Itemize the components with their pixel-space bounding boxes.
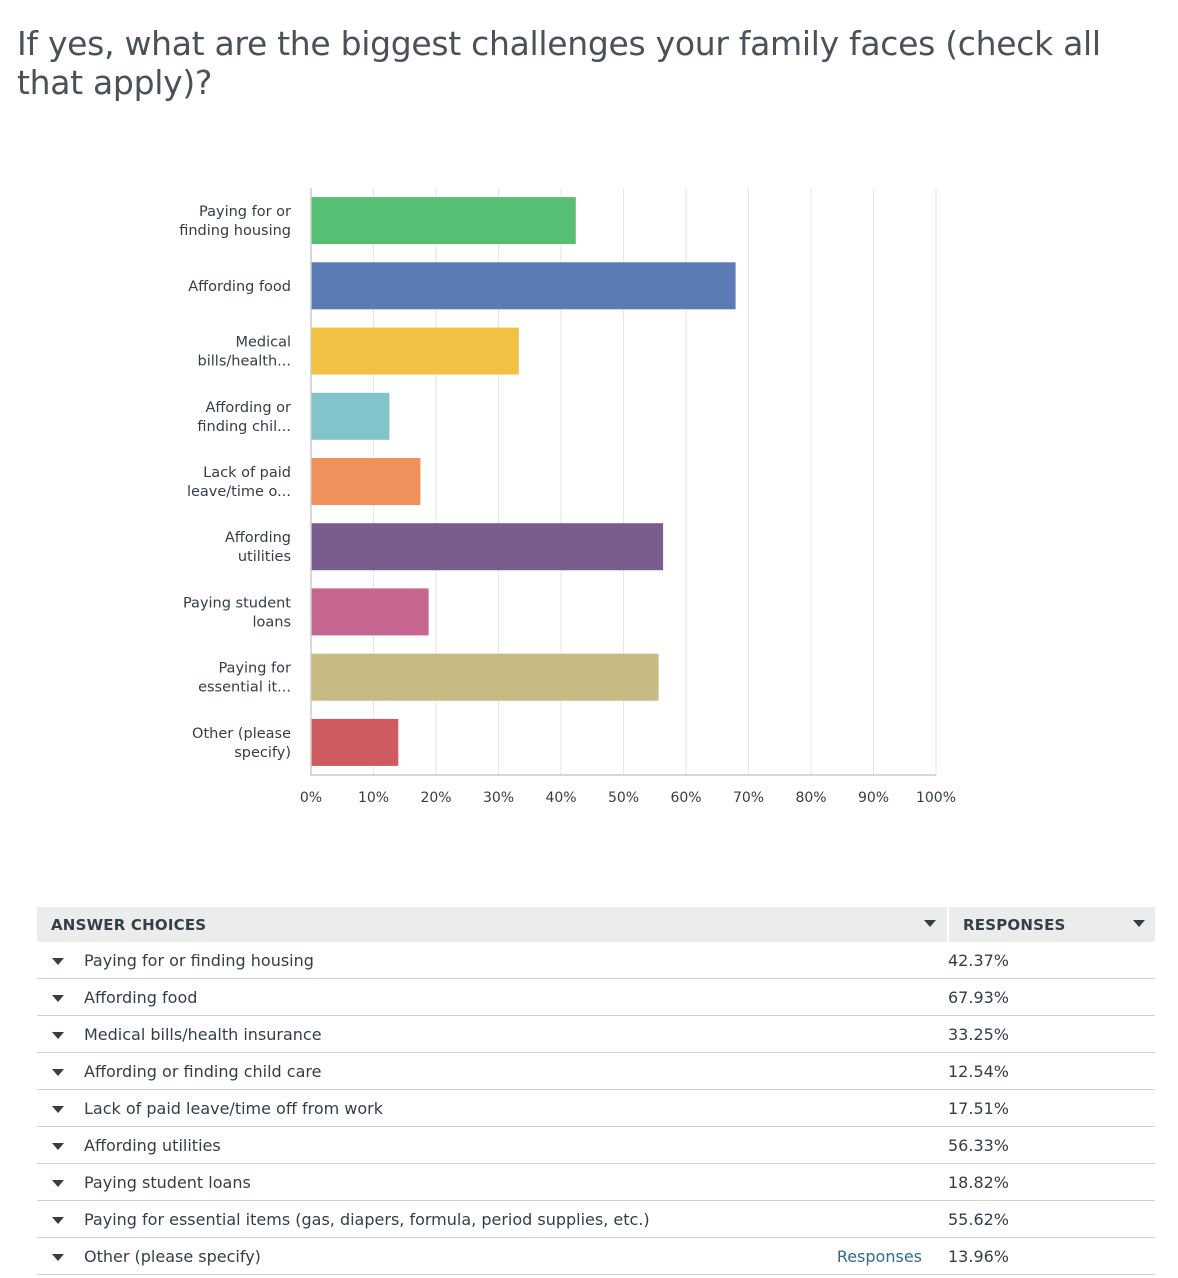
table-row: Medical bills/health insurance 33.25% xyxy=(37,1015,1155,1053)
x-tick-label: 20% xyxy=(420,790,451,806)
table-row: Paying for or finding housing 42.37% xyxy=(37,942,1155,979)
expand-caret-icon[interactable] xyxy=(52,1032,64,1039)
expand-caret-icon[interactable] xyxy=(52,995,64,1002)
response-percent: 42.37% xyxy=(948,942,1155,979)
response-percent: 18.82% xyxy=(948,1163,1155,1201)
category-label: specify) xyxy=(234,745,291,761)
answer-choice-label: Paying for essential items (gas, diapers… xyxy=(84,1210,650,1229)
category-label: Affording food xyxy=(188,279,291,295)
table-header-row: ANSWER CHOICES RESPONSES xyxy=(37,907,1155,942)
answer-choice-cell: Affording or finding child care xyxy=(37,1052,948,1090)
bar xyxy=(311,653,659,701)
answer-choice-label: Affording or finding child care xyxy=(84,1062,322,1081)
bar xyxy=(311,197,576,245)
answer-choice-cell: Affording utilities xyxy=(37,1126,948,1164)
answer-choice-cell: Medical bills/health insurance xyxy=(37,1015,948,1053)
expand-caret-icon[interactable] xyxy=(52,1217,64,1224)
response-percent: 13.96% xyxy=(948,1237,1155,1275)
table-row: Affording or finding child care 12.54% xyxy=(37,1052,1155,1090)
expand-caret-icon[interactable] xyxy=(52,1106,64,1113)
answer-table: ANSWER CHOICES RESPONSES Paying for or f… xyxy=(37,907,1155,1275)
x-tick-label: 0% xyxy=(300,790,322,806)
answer-choice-label: Medical bills/health insurance xyxy=(84,1025,322,1044)
answer-choice-label: Other (please specify) xyxy=(84,1247,261,1266)
response-percent: 33.25% xyxy=(948,1015,1155,1053)
responses-header[interactable]: RESPONSES xyxy=(947,907,1155,942)
category-label: leave/time o... xyxy=(187,484,291,500)
expand-caret-icon[interactable] xyxy=(52,1180,64,1187)
bar xyxy=(311,458,421,505)
table-row: Paying student loans 18.82% xyxy=(37,1163,1155,1201)
table-row: Paying for essential items (gas, diapers… xyxy=(37,1200,1155,1238)
answer-choice-cell: Paying student loans xyxy=(37,1163,948,1201)
answer-choices-header[interactable]: ANSWER CHOICES xyxy=(37,907,948,942)
x-tick-label: 70% xyxy=(733,790,764,806)
response-percent: 55.62% xyxy=(948,1200,1155,1238)
question-title: If yes, what are the biggest challenges … xyxy=(17,24,1101,102)
answer-choice-label: Paying student loans xyxy=(84,1173,251,1192)
category-label: Paying student xyxy=(183,595,291,611)
x-tick-label: 50% xyxy=(608,790,639,806)
response-percent: 67.93% xyxy=(948,978,1155,1016)
x-tick-label: 80% xyxy=(795,790,826,806)
x-tick-label: 10% xyxy=(358,790,389,806)
x-tick-label: 40% xyxy=(545,790,576,806)
expand-caret-icon[interactable] xyxy=(52,958,64,965)
bar xyxy=(311,327,519,375)
category-label: utilities xyxy=(238,549,291,565)
bar xyxy=(311,588,429,636)
table-row: Lack of paid leave/time off from work 17.… xyxy=(37,1089,1155,1127)
response-percent: 12.54% xyxy=(948,1052,1155,1090)
answer-choice-label: Paying for or finding housing xyxy=(84,951,314,970)
category-label: finding housing xyxy=(179,223,291,239)
x-tick-label: 60% xyxy=(670,790,701,806)
answer-choice-label: Lack of paid leave/time off from work xyxy=(84,1099,383,1118)
answer-choice-cell: Affording food xyxy=(37,978,948,1016)
bar xyxy=(311,523,664,571)
expand-caret-icon[interactable] xyxy=(52,1254,64,1261)
table-row: Affording food 67.93% xyxy=(37,978,1155,1016)
answer-choice-cell: Paying for essential items (gas, diapers… xyxy=(37,1200,948,1238)
answer-choice-cell: Paying for or finding housing xyxy=(37,942,948,979)
expand-caret-icon[interactable] xyxy=(52,1143,64,1150)
bar xyxy=(311,262,736,310)
answer-choice-cell: Lack of paid leave/time off from work xyxy=(37,1089,948,1127)
category-label: Medical xyxy=(235,335,291,351)
response-percent: 56.33% xyxy=(948,1126,1155,1164)
category-label: Lack of paid xyxy=(203,465,291,481)
answer-choice-label: Affording food xyxy=(84,988,198,1007)
category-label: bills/health... xyxy=(198,354,291,370)
bar xyxy=(311,718,399,766)
expand-caret-icon[interactable] xyxy=(52,1069,64,1076)
category-label: finding chil... xyxy=(197,419,291,435)
response-percent: 17.51% xyxy=(948,1089,1155,1127)
answer-choice-cell: Other (please specify) Responses xyxy=(37,1237,948,1275)
category-label: essential it... xyxy=(198,680,291,696)
sort-caret-icon[interactable] xyxy=(1133,920,1145,927)
x-tick-label: 90% xyxy=(858,790,889,806)
table-row: Affording utilities 56.33% xyxy=(37,1126,1155,1164)
category-label: Paying for xyxy=(218,661,291,677)
bar-chart: Paying for or finding housing Affording fo… xyxy=(179,188,956,806)
answer-choice-label: Affording utilities xyxy=(84,1136,221,1155)
x-tick-label: 100% xyxy=(916,790,956,806)
answer-table-body: Paying for or finding housing 42.37% Affor… xyxy=(37,942,1155,1275)
x-tick-label: 30% xyxy=(483,790,514,806)
answer-choices-header-label: ANSWER CHOICES xyxy=(51,915,207,934)
category-label: Affording xyxy=(225,530,291,546)
category-label: Paying for or xyxy=(199,204,291,220)
responses-header-label: RESPONSES xyxy=(963,915,1066,934)
category-label: Affording or xyxy=(205,400,291,416)
responses-link[interactable]: Responses xyxy=(836,1247,922,1266)
category-label: Other (please xyxy=(192,726,291,742)
sort-caret-icon[interactable] xyxy=(924,920,936,927)
category-label: loans xyxy=(252,614,291,630)
bar xyxy=(311,392,390,440)
table-row: Other (please specify) Responses 13.96% xyxy=(37,1237,1155,1275)
